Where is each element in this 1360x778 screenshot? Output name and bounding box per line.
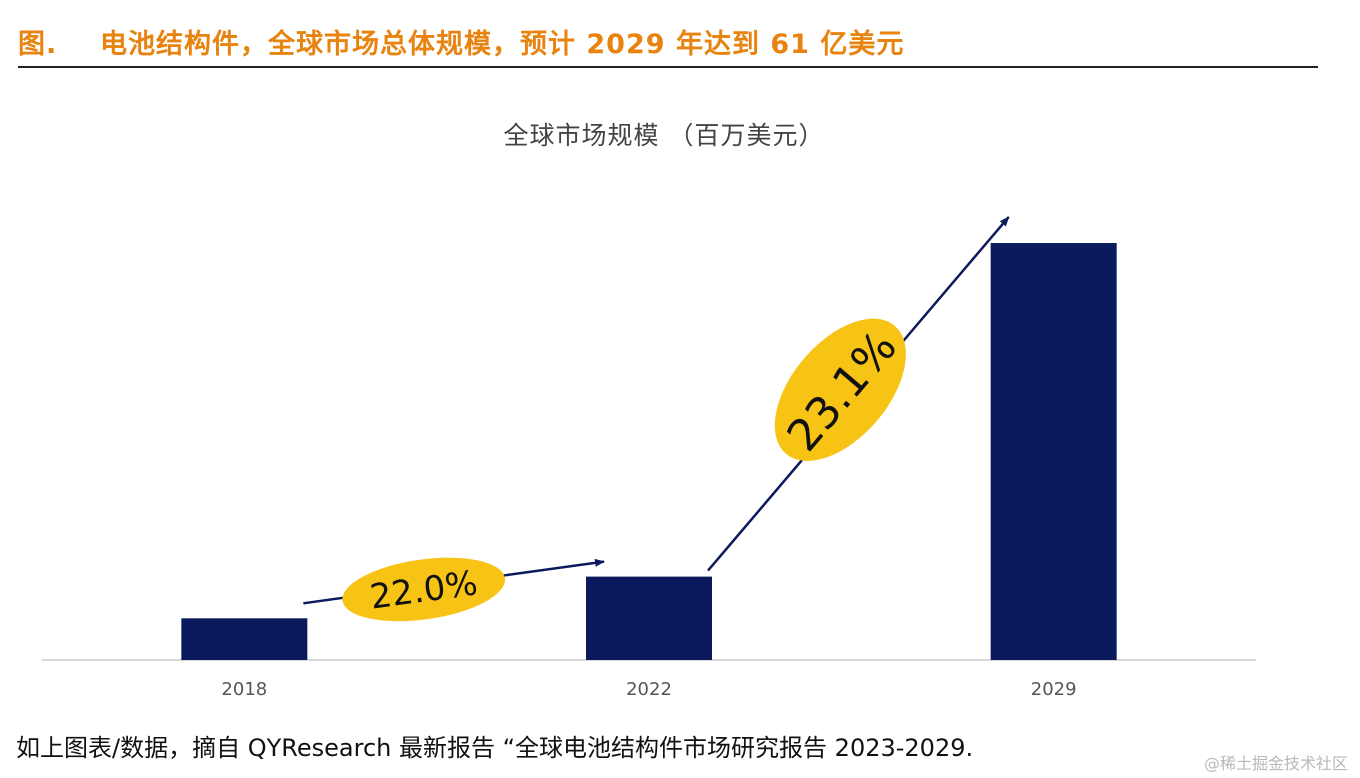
source-footnote: 如上图表/数据，摘自 QYResearch 最新报告 “全球电池结构件市场研究报… bbox=[16, 734, 974, 762]
growth-ellipse bbox=[774, 318, 906, 461]
growth-ellipse bbox=[342, 557, 505, 622]
figure-header: 图. 电池结构件，全球市场总体规模，预计 2029 年达到 61 亿美元 bbox=[18, 22, 1318, 68]
x-tick-label-2029: 2029 bbox=[1031, 679, 1077, 700]
figure-title: 电池结构件，全球市场总体规模，预计 2029 年达到 61 亿美元 bbox=[100, 29, 905, 60]
bar-2018 bbox=[181, 618, 308, 660]
bar-2029 bbox=[990, 243, 1117, 661]
x-tick-label-2022: 2022 bbox=[626, 679, 672, 700]
growth-label-2018-2022: 22.0% bbox=[342, 557, 505, 622]
figure-label: 图. bbox=[18, 29, 58, 60]
growth-label-2022-2029: 23.1% bbox=[774, 318, 907, 461]
chart-title: 全球市场规模 （百万美元） bbox=[503, 121, 825, 150]
watermark: @稀土掘金技术社区 bbox=[1203, 754, 1348, 773]
x-tick-label-2018: 2018 bbox=[221, 679, 267, 700]
bar-chart: 2018 2022 2029 22.0% 23.1% bbox=[42, 216, 1256, 700]
bar-2022 bbox=[586, 576, 712, 660]
